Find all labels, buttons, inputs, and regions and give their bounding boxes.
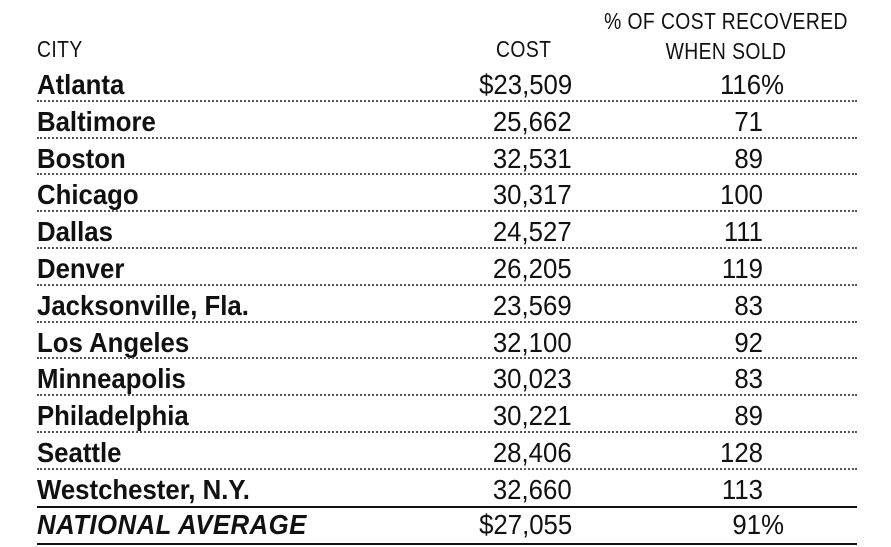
city-name: Atlanta	[37, 69, 125, 100]
city-name: Dallas	[37, 216, 113, 248]
cost-value: 24,527	[493, 216, 572, 248]
column-header-percent-line-1: % OF COST RECOVERED	[604, 8, 848, 34]
percent-recovered-value: 71	[734, 105, 763, 137]
table-row: Minneapolis 30,023 83	[37, 362, 857, 399]
city-name: Westchester, N.Y.	[37, 473, 250, 505]
table-row: Chicago 30,317 100	[37, 178, 857, 215]
column-header-cost: COST	[496, 36, 552, 62]
city-name: Baltimore	[37, 105, 156, 137]
percent-recovered-value: 89	[734, 142, 763, 174]
percent-recovered-value: 128	[720, 436, 763, 468]
city-name: Chicago	[37, 179, 139, 211]
table-row: Baltimore 25,662 71	[37, 105, 857, 142]
percent-recovered-value: 83	[734, 289, 763, 321]
cost-value: 28,406	[493, 436, 572, 468]
cost-value: 30,317	[493, 179, 572, 211]
percent-recovered-value: 113	[721, 473, 763, 505]
percent-recovered-value: 119	[721, 252, 763, 284]
percent-recovered-value: 92	[734, 326, 763, 358]
percent-recovered-value: 111	[723, 216, 763, 248]
cost-value: $23,509	[478, 69, 572, 100]
percent-recovered-value: 83	[734, 363, 763, 395]
city-name: Los Angeles	[37, 326, 190, 358]
city-name: Philadelphia	[37, 400, 189, 432]
table-row: Dallas 24,527 111	[37, 215, 857, 252]
table-row: Atlanta $23,509 116%	[37, 68, 857, 105]
city-name: Minneapolis	[37, 363, 186, 395]
city-name: Denver	[37, 252, 125, 284]
table-row: Denver 26,205 119	[37, 252, 857, 289]
percent-recovered-value: 100	[720, 179, 763, 211]
cost-value: 30,023	[493, 363, 572, 395]
table-row: Los Angeles 32,100 92	[37, 326, 857, 363]
city-name: Boston	[37, 142, 126, 174]
cost-value: 23,569	[493, 289, 572, 321]
table-row: Boston 32,531 89	[37, 142, 857, 179]
city-name: Jacksonville, Fla.	[37, 289, 249, 321]
cost-value: 25,662	[493, 105, 572, 137]
column-header-percent-recovered: % OF COST RECOVERED WHEN SOLD	[587, 6, 866, 66]
national-average-label: NATIONAL AVERAGE	[37, 509, 307, 540]
national-average-row: NATIONAL AVERAGE $27,055 91%	[37, 508, 857, 546]
cost-value: 30,221	[493, 400, 572, 432]
city-name: Seattle	[37, 436, 122, 468]
national-average-cost: $27,055	[478, 509, 572, 540]
table-row: Jacksonville, Fla. 23,569 83	[37, 289, 857, 326]
table-row: Seattle 28,406 128	[37, 436, 857, 473]
table-row: Westchester, N.Y. 32,660 113	[37, 473, 857, 510]
cost-value: 32,100	[493, 326, 572, 358]
national-average-percent: 91%	[732, 509, 784, 540]
column-header-city: CITY	[37, 36, 83, 62]
column-header-percent-line-2: WHEN SOLD	[665, 38, 787, 64]
table-row: Philadelphia 30,221 89	[37, 399, 857, 436]
table-body: Atlanta $23,509 116% Baltimore 25,662 71…	[37, 68, 857, 510]
percent-recovered-value: 116%	[720, 69, 784, 100]
percent-recovered-value: 89	[734, 400, 763, 432]
cost-value: 32,660	[493, 473, 572, 505]
cost-value: 26,205	[493, 252, 572, 284]
cost-value: 32,531	[493, 142, 572, 174]
